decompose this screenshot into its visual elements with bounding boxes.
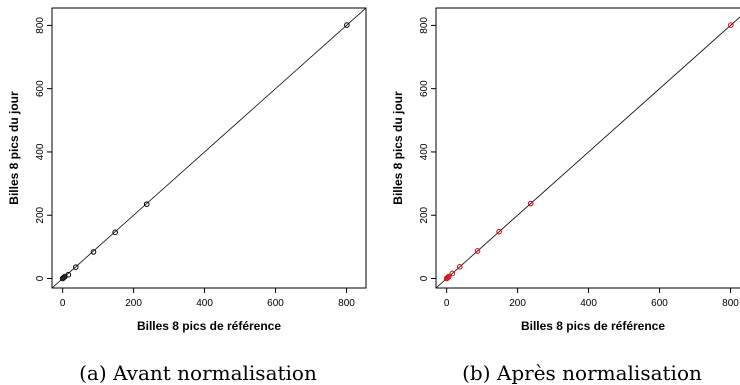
data-point [444, 274, 451, 281]
x-tick-label: 800 [338, 298, 355, 309]
x-tick-label: 600 [267, 298, 284, 309]
panel-apres-normalisation: 0 200 400 600 800 0 200 400 600 800 Billes 8 pics … [391, 7, 740, 333]
data-point [65, 271, 72, 278]
x-tick-label: 200 [125, 298, 142, 309]
x-tick-label: 400 [580, 298, 597, 309]
y-axis-label: Billes 8 pics du jour [391, 91, 405, 205]
data-point [449, 270, 456, 277]
caption-b: (b) Après normalisation [462, 361, 702, 385]
y-tick-label: 0 [35, 275, 46, 281]
y-tick-label: 400 [419, 143, 430, 160]
identity-line [52, 8, 366, 288]
data-point [474, 248, 481, 254]
y-tick-label: 200 [35, 206, 46, 223]
data-point [112, 229, 118, 236]
data-point [456, 264, 463, 270]
data-point [143, 201, 150, 207]
x-axis-label: Billes 8 pics de référence [137, 319, 281, 333]
data-point [344, 22, 350, 28]
y-tick-label: 400 [35, 143, 46, 160]
x-tick-label: 0 [60, 298, 66, 309]
data-point [445, 273, 452, 280]
y-axis-label: Billes 8 pics du jour [7, 91, 21, 205]
x-tick-label: 0 [444, 298, 450, 309]
data-point [527, 200, 534, 207]
x-axis-label: Billes 8 pics de référence [521, 319, 665, 333]
x-tick-label: 400 [196, 298, 213, 309]
x-tick-label: 600 [651, 298, 668, 309]
y-tick-label: 600 [35, 80, 46, 97]
plot-frame [51, 7, 367, 289]
x-tick-label: 200 [509, 298, 526, 309]
data-point [90, 249, 97, 255]
data-point [496, 228, 502, 235]
plot-frame [435, 7, 740, 289]
data-point [728, 22, 734, 28]
data-point [60, 274, 67, 281]
panel-avant-normalisation: 0 200 400 600 800 0 200 400 600 800 Billes 8 pics … [7, 7, 367, 333]
y-tick-label: 800 [419, 17, 430, 34]
data-point [72, 264, 79, 270]
caption-a: (a) Avant normalisation [79, 361, 317, 385]
y-tick-label: 800 [35, 17, 46, 34]
y-tick-label: 600 [419, 80, 430, 97]
y-tick-label: 0 [419, 275, 430, 281]
y-tick-label: 200 [419, 206, 430, 223]
x-tick-label: 800 [722, 298, 739, 309]
identity-line [436, 16, 740, 288]
